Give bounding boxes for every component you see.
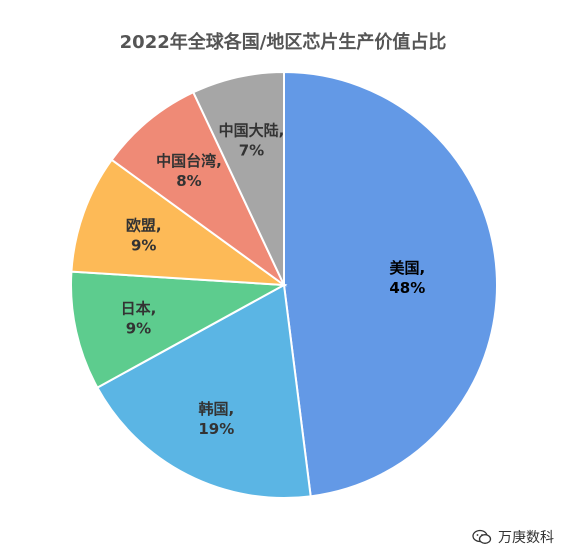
- pie-slice-2: [70, 270, 288, 389]
- pie-slice-3: [70, 158, 288, 287]
- slice-label-2: 日本, 9%: [121, 300, 157, 338]
- slice-label-1: 韩国, 19%: [198, 400, 234, 438]
- slice-label-0: 美国, 48%: [389, 259, 425, 297]
- watermark-text: 万庚数科: [498, 530, 554, 546]
- pie-slice-5: [191, 70, 285, 286]
- pie-slice-1: [95, 283, 312, 499]
- slice-label-3: 欧盟, 9%: [126, 216, 162, 254]
- watermark: 万庚数科: [472, 527, 554, 547]
- pie-slice-0: [283, 70, 498, 498]
- slice-label-4: 中国台湾, 8%: [156, 152, 222, 190]
- pie-slice-4: [110, 90, 285, 286]
- chart-title: 2022年全球各国/地区芯片生产价值占比: [119, 32, 447, 53]
- wechat-icon: [472, 529, 492, 544]
- slice-label-5: 中国大陆, 7%: [219, 121, 285, 159]
